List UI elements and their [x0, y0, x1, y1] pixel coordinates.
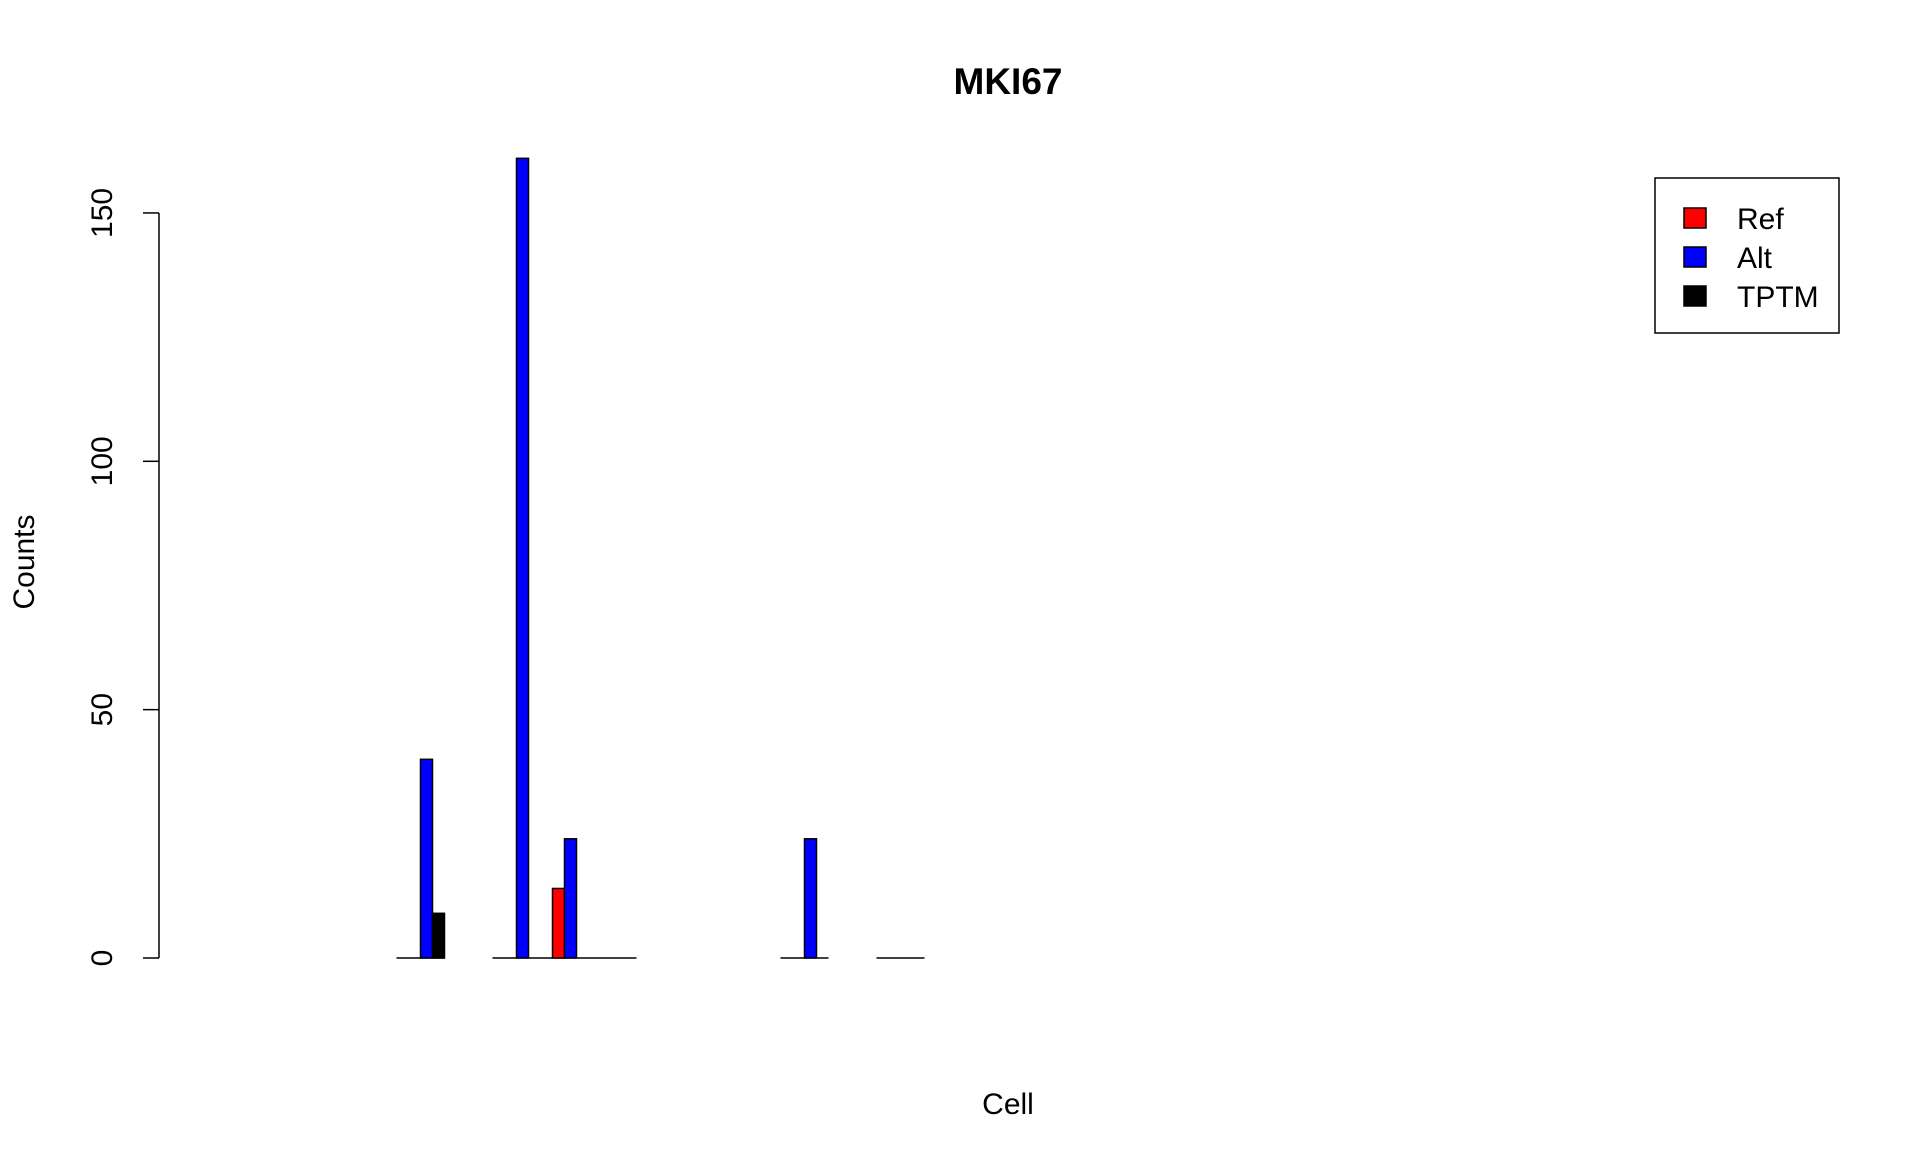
legend-swatch-alt — [1683, 246, 1707, 268]
legend: Ref Alt TPTM — [1654, 177, 1840, 334]
legend-label-alt: Alt — [1737, 242, 1773, 275]
chart-title: MKI67 — [954, 61, 1063, 102]
legend-label-tptm: TPTM — [1737, 281, 1819, 314]
bar-ref-cell-9 — [551, 887, 566, 959]
x-axis-label: Cell — [982, 1088, 1034, 1121]
y-axis: 0 50 100 150 — [86, 188, 160, 967]
y-axis-label: Counts — [8, 514, 41, 609]
bar-alt-cell-6 — [419, 758, 434, 959]
y-tick-label: 100 — [86, 436, 119, 486]
bar-alt-cell-14 — [803, 838, 818, 959]
bar-alt-cell-8 — [515, 157, 530, 959]
y-tick-label: 50 — [86, 693, 119, 726]
legend-label-ref: Ref — [1737, 203, 1784, 236]
y-tick-label: 150 — [86, 188, 119, 238]
bars — [419, 157, 818, 959]
bar-tptm-cell-6 — [431, 912, 446, 959]
legend-swatch-tptm — [1683, 285, 1707, 307]
legend-swatch-ref — [1683, 207, 1707, 229]
y-tick-label: 0 — [86, 950, 119, 967]
bar-alt-cell-9 — [563, 838, 578, 959]
